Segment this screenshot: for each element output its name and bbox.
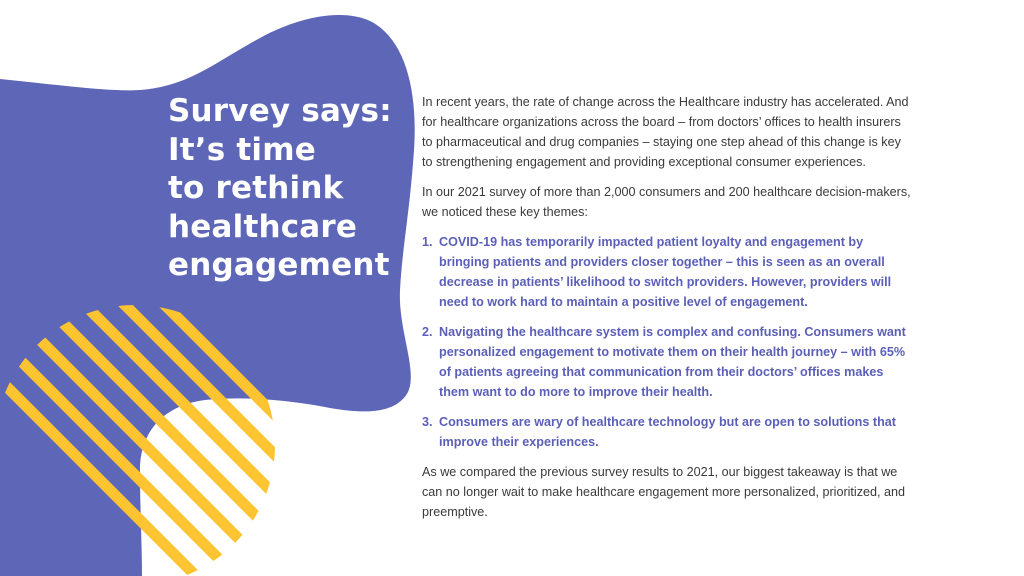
theme-number: 2. bbox=[422, 325, 433, 339]
intro-paragraph: In recent years, the rate of change acro… bbox=[422, 95, 909, 169]
theme-text: Consumers are wary of healthcare technol… bbox=[439, 415, 896, 449]
theme-number: 1. bbox=[422, 235, 433, 249]
title-line: It’s time bbox=[168, 131, 316, 168]
title-line: Survey says: bbox=[168, 93, 392, 129]
theme-number: 3. bbox=[422, 415, 433, 429]
theme-item: 1. COVID-19 has temporarily impacted pat… bbox=[422, 232, 912, 312]
theme-text: COVID-19 has temporarily impacted patien… bbox=[439, 235, 892, 309]
title-line: engagement bbox=[168, 247, 390, 283]
page-title: Survey says: It’s time to rethink health… bbox=[168, 92, 408, 285]
title-line: healthcare bbox=[168, 208, 358, 245]
theme-item: 3. Consumers are wary of healthcare tech… bbox=[422, 412, 912, 452]
conclusion-paragraph: As we compared the previous survey resul… bbox=[422, 465, 906, 519]
theme-item: 2. Navigating the healthcare system is c… bbox=[422, 322, 912, 402]
survey-paragraph: In our 2021 survey of more than 2,000 co… bbox=[422, 185, 911, 219]
purple-blob-shape bbox=[0, 15, 415, 576]
body-content: In recent years, the rate of change acro… bbox=[422, 92, 912, 532]
theme-text: Navigating the healthcare system is comp… bbox=[439, 325, 906, 399]
title-line: to rethink bbox=[168, 170, 344, 206]
key-themes-list: 1. COVID-19 has temporarily impacted pat… bbox=[422, 232, 912, 452]
